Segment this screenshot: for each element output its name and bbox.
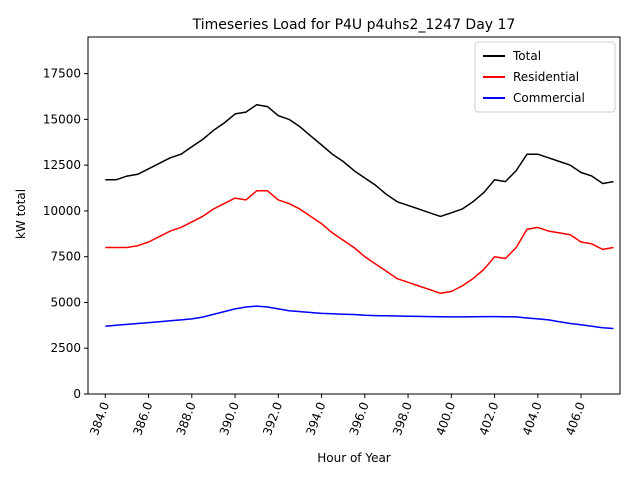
x-tick-label: 386.0 — [130, 400, 155, 437]
x-tick-label: 406.0 — [563, 400, 588, 437]
legend-label-residential: Residential — [513, 70, 579, 84]
x-axis-label: Hour of Year — [317, 451, 391, 465]
x-tick-label: 398.0 — [390, 400, 415, 437]
x-tick-label: 404.0 — [520, 400, 545, 437]
x-tick-label: 390.0 — [217, 400, 242, 437]
legend-box — [474, 41, 616, 113]
legend: Total Residential Commercial — [474, 41, 616, 113]
legend-label-commercial: Commercial — [513, 91, 585, 105]
x-tick-label: 392.0 — [260, 400, 285, 437]
plot-frame — [87, 36, 621, 395]
y-axis: 0 2500 5000 7500 10000 12500 15000 17500 — [43, 67, 88, 401]
x-tick-label: 396.0 — [347, 400, 372, 437]
x-tick-label: 388.0 — [174, 400, 199, 437]
y-axis-label: kW total — [14, 189, 28, 239]
y-tick-label: 15000 — [43, 112, 81, 126]
y-tick-label: 17500 — [43, 67, 81, 81]
series-line-commercial — [105, 305, 614, 330]
y-tick-label: 0 — [73, 387, 81, 401]
y-tick-label: 5000 — [50, 295, 81, 309]
plot-area — [87, 36, 621, 395]
series-line-residential — [105, 190, 614, 295]
y-tick-label: 10000 — [43, 204, 81, 218]
x-tick-label: 400.0 — [433, 400, 458, 437]
x-tick-label: 394.0 — [303, 400, 328, 437]
y-tick-label: 7500 — [50, 250, 81, 264]
y-tick-label: 2500 — [50, 341, 81, 355]
x-tick-label: 402.0 — [476, 400, 501, 437]
legend-label-total: Total — [512, 49, 541, 63]
x-tick-label: 384.0 — [87, 400, 112, 437]
y-tick-label: 12500 — [43, 158, 81, 172]
chart-title: Timeseries Load for P4U p4uhs2_1247 Day … — [192, 17, 516, 33]
x-axis: 384.0 386.0 388.0 390.0 392.0 394.0 396.0 398.0… — [87, 394, 588, 437]
series-line-total — [105, 103, 614, 218]
